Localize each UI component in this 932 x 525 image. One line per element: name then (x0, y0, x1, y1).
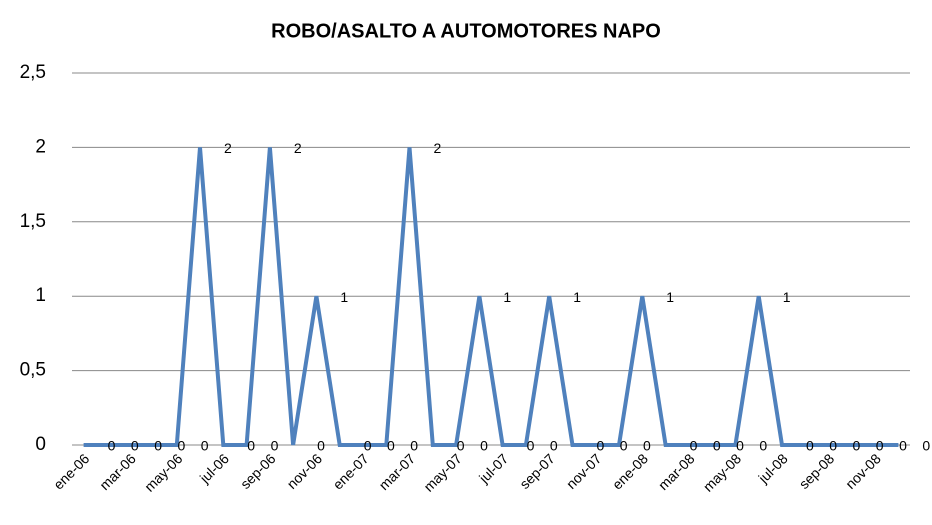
data-label: 2 (224, 140, 232, 156)
chart-title: ROBO/ASALTO A AUTOMOTORES NAPO (271, 20, 661, 42)
data-label: 1 (783, 289, 791, 305)
x-tick-label: sep-07 (516, 450, 558, 492)
x-tick-label: mar-08 (655, 450, 698, 493)
x-tick-label: sep-08 (796, 450, 838, 492)
data-label: 0 (643, 438, 651, 454)
x-tick-label: may-07 (420, 450, 464, 494)
x-tick-label: ene-06 (50, 450, 92, 492)
x-tick-label: jul-07 (475, 450, 511, 486)
y-tick-label: 1,5 (20, 211, 46, 232)
data-label: 0 (317, 438, 325, 454)
data-label: 0 (713, 438, 721, 454)
data-label: 0 (177, 438, 185, 454)
data-label: 0 (853, 438, 861, 454)
x-tick-label: mar-06 (96, 450, 139, 493)
data-label: 0 (527, 438, 535, 454)
data-label: 0 (596, 438, 604, 454)
line (83, 147, 899, 447)
data-label: 1 (573, 289, 581, 305)
data-label: 0 (899, 438, 907, 454)
data-label: 0 (876, 438, 884, 454)
data-label: 0 (806, 438, 814, 454)
x-tick-label: ene-07 (330, 450, 372, 492)
data-label: 2 (434, 140, 442, 156)
data-label: 0 (736, 438, 744, 454)
x-tick-label: may-08 (700, 450, 744, 494)
x-tick-label: sep-06 (237, 450, 279, 492)
data-label: 0 (131, 438, 139, 454)
data-label: 0 (480, 438, 488, 454)
data-label: 0 (550, 438, 558, 454)
data-label: 0 (620, 438, 628, 454)
data-label: 0 (364, 438, 372, 454)
data-label: 0 (922, 438, 930, 454)
data-label: 1 (340, 289, 348, 305)
data-label: 1 (666, 289, 674, 305)
y-tick-label: 2,5 (20, 62, 46, 83)
data-label: 0 (690, 438, 698, 454)
x-tick-label: jul-08 (754, 450, 790, 486)
data-label: 0 (271, 438, 279, 454)
data-label: 0 (759, 438, 767, 454)
data-label: 0 (201, 438, 209, 454)
data-label: 0 (108, 438, 116, 454)
y-tick-label: 0,5 (20, 360, 46, 381)
data-label: 2 (294, 140, 302, 156)
x-tick-label: mar-07 (376, 450, 419, 493)
x-tick-label: nov-08 (842, 450, 884, 492)
x-tick-label: jul-06 (196, 450, 232, 486)
data-label: 0 (457, 438, 465, 454)
x-tick-label: may-06 (141, 450, 185, 494)
data-label: 0 (247, 438, 255, 454)
data-label: 0 (410, 438, 418, 454)
data-label: 0 (154, 438, 162, 454)
data-label: 0 (829, 438, 837, 454)
data-label: 0 (387, 438, 395, 454)
data-label: 1 (503, 289, 511, 305)
x-tick-label: nov-06 (284, 450, 326, 492)
x-tick-label: nov-07 (563, 450, 605, 492)
y-tick-label: 1 (35, 285, 46, 306)
y-tick-label: 0 (35, 434, 46, 455)
x-tick-label: ene-08 (609, 450, 651, 492)
y-tick-label: 2 (35, 136, 46, 157)
